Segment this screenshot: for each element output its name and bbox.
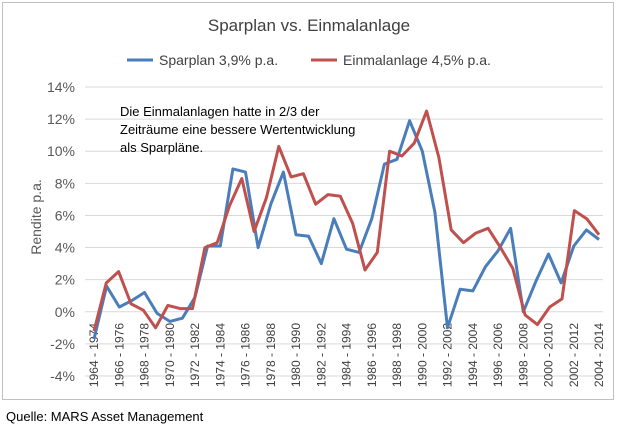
- x-axis-ticks: 1964 - 1974 1966 - 1976 1968 - 1978 1970 - …: [87, 323, 606, 387]
- y-tick-label: 10%: [47, 143, 75, 159]
- legend: Sparplan 3,9% p.a. Einmalanlage 4,5% p.a…: [127, 52, 491, 68]
- x-tick-label: 1972 - 1982: [188, 323, 202, 387]
- x-tick-label: 1988 - 1998: [390, 323, 404, 387]
- y-tick-label: 2%: [55, 272, 75, 288]
- y-tick-label: 0%: [55, 304, 75, 320]
- x-tick-label: 1968 - 1978: [138, 323, 152, 387]
- x-tick-label: 1994 - 2004: [466, 323, 480, 387]
- x-tick-label: 1980 - 1990: [289, 323, 303, 387]
- y-tick-label: 12%: [47, 111, 75, 127]
- annotation-line: Zeiträume eine bessere Wertentwicklung: [120, 122, 355, 137]
- y-tick-label: -2%: [50, 336, 75, 352]
- legend-label-sparplan: Sparplan 3,9% p.a.: [159, 52, 278, 68]
- x-tick-label: 2002 - 2012: [567, 323, 581, 387]
- legend-label-einmalanlage: Einmalanlage 4,5% p.a.: [343, 52, 491, 68]
- x-tick-label: 1976 - 1986: [239, 323, 253, 387]
- y-axis-ticks: -4% -2% 0% 2% 4% 6% 8% 10% 12% 14%: [47, 79, 75, 384]
- chart-frame: Sparplan vs. Einmalanlage Sparplan 3,9% …: [2, 2, 614, 400]
- y-tick-label: 6%: [55, 207, 75, 223]
- x-tick-label: 1978 - 1988: [264, 323, 278, 387]
- annotation-line: als Sparpläne.: [120, 140, 203, 155]
- source-note: Quelle: MARS Asset Management: [6, 409, 204, 424]
- x-tick-label: 1984 - 1994: [340, 323, 354, 387]
- x-tick-label: 1990 - 2000: [415, 323, 429, 387]
- x-tick-label: 2000 - 2010: [542, 323, 556, 387]
- x-tick-label: 1998 - 2008: [516, 323, 530, 387]
- gridlines: [85, 86, 603, 377]
- x-tick-label: 1970 - 1980: [163, 323, 177, 387]
- y-tick-label: 8%: [55, 175, 75, 191]
- x-tick-label: 1966 - 1976: [112, 323, 126, 387]
- x-tick-label: 1996 - 2006: [491, 323, 505, 387]
- x-tick-label: 1992 - 2002: [441, 323, 455, 387]
- chart-title: Sparplan vs. Einmalanlage: [208, 16, 410, 35]
- x-tick-label: 1982 - 1992: [314, 323, 328, 387]
- chart-annotation: Die Einmalanlagen hatte in 2/3 der Zeiträ…: [120, 104, 355, 155]
- x-tick-label: 1974 - 1984: [213, 323, 227, 387]
- x-tick-label: 1964 - 1974: [87, 323, 101, 387]
- y-tick-label: -4%: [50, 368, 75, 384]
- series-lines: [92, 109, 601, 340]
- y-axis-label: Rendite p.a.: [28, 179, 44, 255]
- x-tick-label: 1986 - 1996: [365, 323, 379, 387]
- y-tick-label: 14%: [47, 79, 75, 95]
- x-tick-label: 2004 - 2014: [592, 323, 606, 387]
- series-line-einmalanlage: [92, 109, 601, 332]
- series-line-sparplan: [92, 119, 600, 340]
- y-tick-label: 4%: [55, 240, 75, 256]
- annotation-line: Die Einmalanlagen hatte in 2/3 der: [120, 104, 320, 119]
- chart: Sparplan vs. Einmalanlage Sparplan 3,9% …: [28, 16, 606, 387]
